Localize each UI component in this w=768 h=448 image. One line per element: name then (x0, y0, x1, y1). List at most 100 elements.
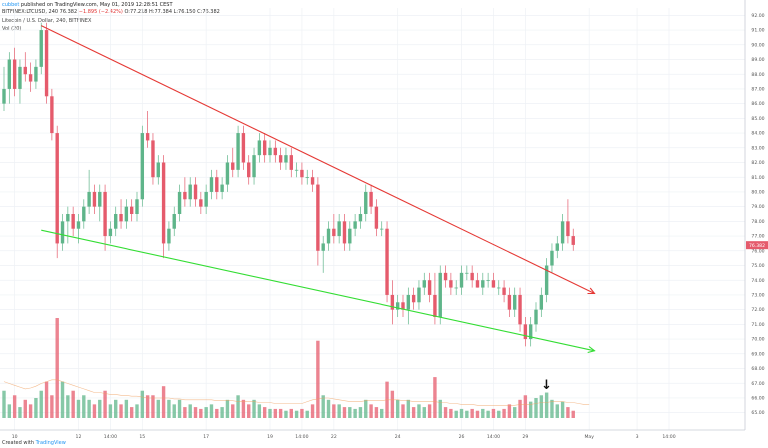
volume-bar (348, 407, 352, 418)
price-tick-label: 89.00 (751, 57, 764, 63)
candle-body (294, 169, 299, 171)
candle-body (82, 206, 86, 222)
candle-body (550, 250, 554, 266)
volume-bar (513, 407, 517, 418)
volume-bar (316, 340, 320, 418)
volume-bar (98, 399, 102, 418)
candle-body (18, 66, 22, 89)
volume-bar (23, 399, 27, 418)
price-tick-label: 90.00 (751, 42, 764, 48)
candle-body (156, 162, 160, 178)
volume-bar (18, 407, 22, 418)
price-tick-label: 67.00 (751, 381, 764, 387)
volume-bar (135, 404, 139, 418)
candle-body (87, 191, 91, 207)
support-arrowhead (587, 346, 596, 354)
volume-bar (204, 407, 208, 418)
candle-body (438, 272, 442, 317)
price-tick-label: 85.00 (751, 116, 764, 122)
volume-bar (401, 404, 405, 418)
candle-body (241, 133, 246, 163)
author-link[interactable]: cubbet (2, 2, 20, 8)
markers: ↓ (541, 378, 552, 393)
candle-body (188, 184, 192, 200)
candle-body (71, 214, 75, 229)
candle-body (199, 199, 203, 207)
candle-body (135, 199, 139, 214)
volume-bar (114, 399, 118, 418)
volume-bar (262, 407, 267, 418)
candle-body (326, 228, 331, 244)
candle-body (385, 228, 389, 295)
price-tick-label: 79.00 (751, 204, 764, 210)
symbol-name: BITFINEX:LTCUSD, 240 (2, 9, 59, 15)
price-tick-label: 74.00 (751, 278, 764, 284)
volume-bar (177, 399, 182, 418)
candle-body (129, 206, 134, 214)
candle-body (2, 88, 6, 104)
volume-bar (544, 392, 549, 418)
candle-body (459, 272, 464, 288)
instrument-legend: Litecoin / U.S. Dollar, 240, BITFINEX (2, 18, 92, 24)
candle-body (470, 272, 474, 281)
candle-body (284, 155, 288, 163)
volume-bar (188, 404, 192, 418)
candle-body (321, 243, 325, 251)
price-tick-label: 75.00 (751, 263, 764, 269)
volume-bar (161, 386, 166, 418)
candle-body (225, 162, 230, 185)
volume-bar (502, 408, 506, 418)
volume-bar (427, 404, 432, 418)
volume-bar (523, 395, 528, 418)
last-price-label: 76.382 (749, 243, 765, 249)
candle-body (262, 140, 267, 156)
volume-bar (199, 408, 203, 418)
candle-body (98, 191, 102, 207)
volume-bar (566, 407, 570, 418)
candle-body (108, 228, 113, 237)
volume-bar (289, 408, 293, 418)
volume-bar (449, 408, 453, 418)
time-tick-label: 29 (522, 434, 528, 440)
candle-body (300, 169, 304, 178)
price-tick-label: 86.00 (751, 101, 764, 107)
volume-bar (465, 410, 469, 418)
price-tick-label: 88.00 (751, 72, 764, 78)
candle-body (427, 280, 432, 295)
candle-body (172, 214, 176, 229)
volume-bar (326, 399, 331, 418)
time-axis[interactable]: 10 12 14:00 15 17 19 14:00 22 24 26 14:00 29 May 3 14:… (0, 429, 745, 440)
price-tick-label: 72.00 (751, 307, 764, 313)
volume-bar (60, 381, 65, 418)
candle-body (39, 30, 43, 67)
support-trendline (41, 229, 595, 352)
candle-body (513, 294, 517, 310)
candle-body (220, 184, 224, 192)
volume-bar (209, 404, 214, 418)
time-tick-label: May (584, 434, 594, 440)
volume-bar (2, 390, 6, 418)
candle-body (571, 236, 575, 245)
resistance-trendline (41, 25, 595, 294)
volume-bar (231, 404, 235, 418)
volume-bar (342, 407, 347, 418)
volume-bar (172, 404, 176, 418)
candle-body (502, 287, 506, 295)
candle-body (44, 30, 49, 97)
tradingview-link[interactable]: TradingView (35, 440, 66, 446)
candle-body (114, 214, 118, 229)
volume-bar (167, 399, 171, 418)
volume-bar (140, 390, 145, 418)
volume-bar (305, 410, 309, 418)
candle-body (145, 133, 150, 141)
candle-body (92, 191, 97, 207)
volume-bar (252, 399, 256, 418)
candle-body (66, 214, 70, 222)
price-axis[interactable]: 65.00 66.00 67.00 68.00 69.00 70.00 71.00 72.00… (744, 0, 768, 448)
candle-body (491, 280, 496, 288)
volume-bar (470, 408, 474, 418)
volume-bar (380, 408, 384, 418)
price-tick-label: 76.00 (751, 248, 764, 254)
candle-body (252, 155, 256, 178)
